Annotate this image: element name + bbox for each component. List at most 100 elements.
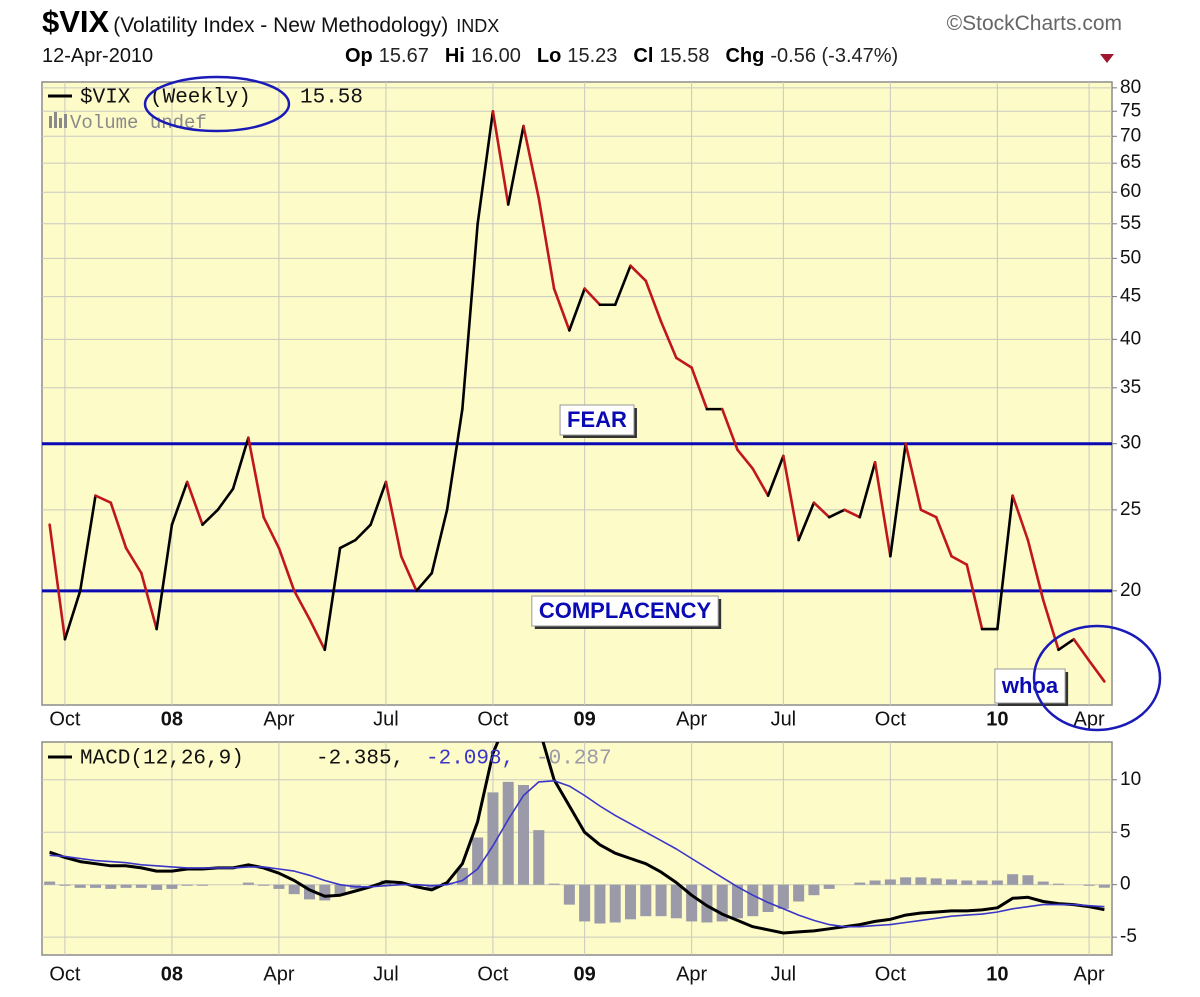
quote-value: 15.67 xyxy=(378,45,429,67)
x-tick-label: Jul xyxy=(373,963,399,985)
price-segment xyxy=(613,264,632,307)
y-tick-label: 50 xyxy=(1120,247,1141,268)
quote-item: Op 15.67 xyxy=(345,45,429,68)
price-segment xyxy=(1041,598,1060,652)
histogram-bar xyxy=(716,884,728,922)
quote-value: 15.23 xyxy=(567,45,618,67)
price-segment xyxy=(277,546,296,593)
price-segment xyxy=(354,523,372,542)
y-tick-label: 35 xyxy=(1120,377,1141,398)
label-box xyxy=(531,595,719,627)
legend-volume: Volume undef xyxy=(70,112,207,134)
y-tick-label: -5 xyxy=(1120,926,1137,947)
price-segment xyxy=(950,554,969,566)
price-segment xyxy=(659,320,678,360)
x-tick-label: 10 xyxy=(986,708,1008,730)
exchange: INDX xyxy=(456,16,500,36)
quote-label: Hi xyxy=(444,45,465,67)
histogram-bar xyxy=(258,884,270,886)
x-tick-label: Oct xyxy=(477,708,509,730)
price-segment xyxy=(583,287,602,307)
histogram-bar xyxy=(334,884,346,896)
price-segment xyxy=(476,109,495,226)
y-tick-label: 40 xyxy=(1120,328,1141,349)
macd-panel xyxy=(41,741,1113,956)
x-tick-label: Apr xyxy=(263,708,294,730)
price-segment xyxy=(1057,637,1076,652)
price-segment xyxy=(751,467,770,497)
price-segment xyxy=(338,538,357,550)
price-segment xyxy=(965,563,984,631)
histogram-bar xyxy=(563,884,575,905)
histogram-bar xyxy=(135,884,147,888)
highlight-circle xyxy=(143,75,291,133)
x-tick-label: Jul xyxy=(771,708,797,730)
histogram-bar xyxy=(808,884,820,896)
y-tick-label: 75 xyxy=(1120,100,1141,121)
quote-item: Hi 16.00 xyxy=(445,45,521,68)
histogram-bar xyxy=(915,877,927,885)
price-segment xyxy=(797,501,816,542)
y-tick-label: 70 xyxy=(1120,125,1141,146)
histogram-bar xyxy=(319,884,331,901)
histogram-bar xyxy=(89,884,102,888)
price-segment xyxy=(262,515,281,550)
price-segment xyxy=(399,554,418,593)
price-segment xyxy=(1087,659,1106,683)
x-tick-label: 08 xyxy=(161,708,183,730)
price-segment xyxy=(736,448,755,471)
histogram-bar xyxy=(166,884,178,889)
macd-legend-value: -2.385, xyxy=(316,748,404,771)
histogram-bar xyxy=(884,879,896,885)
price-segment xyxy=(461,222,479,411)
reference-label: COMPLACENCY xyxy=(539,598,712,623)
price-segment xyxy=(537,197,556,290)
histogram-bar xyxy=(242,882,254,885)
y-tick-label: 10 xyxy=(1120,769,1141,790)
histogram-bar xyxy=(548,883,560,885)
price-segment xyxy=(201,508,220,526)
histogram-bar xyxy=(74,884,86,888)
macd-title: MACD(12,26,9) xyxy=(80,748,244,771)
histogram-bar xyxy=(762,884,774,912)
x-tick-label: Apr xyxy=(1074,708,1105,730)
y-tick-label: 80 xyxy=(1120,77,1141,98)
y-tick-label: 20 xyxy=(1120,580,1141,601)
price-segment xyxy=(124,546,143,575)
price-segment xyxy=(827,508,846,519)
price-segment xyxy=(996,494,1014,631)
x-tick-label: Apr xyxy=(676,963,707,985)
price-segment xyxy=(873,461,892,558)
price-segment xyxy=(369,480,388,526)
price-segment xyxy=(934,515,953,558)
index-name: (Volatility Index - New Methodology) xyxy=(113,14,449,37)
histogram-bar xyxy=(1037,881,1049,885)
x-tick-label: Oct xyxy=(49,708,81,730)
price-segment xyxy=(1026,538,1045,602)
price-segment xyxy=(415,571,434,593)
histogram-bar xyxy=(655,884,667,917)
quote-item: Lo 15.23 xyxy=(537,45,618,68)
annotation: whoa xyxy=(1001,673,1059,698)
price-segment xyxy=(63,589,82,641)
volume-icon xyxy=(49,112,67,128)
price-segment xyxy=(675,356,693,369)
legend-last: 15.58 xyxy=(300,87,363,110)
source: ©StockCharts.com xyxy=(946,12,1122,35)
x-tick-label: 10 xyxy=(986,963,1008,985)
histogram-bar xyxy=(670,884,682,919)
x-tick-label: Oct xyxy=(49,963,81,985)
price-segment xyxy=(904,442,923,512)
price-segment xyxy=(231,436,250,491)
histogram-bar xyxy=(793,884,805,902)
price-segment xyxy=(292,589,311,621)
histogram-bar xyxy=(640,884,652,917)
price-segment xyxy=(812,501,831,519)
histogram-bar xyxy=(823,884,835,889)
histogram-bar xyxy=(747,884,759,917)
x-tick-label: Oct xyxy=(477,963,509,985)
price-segment xyxy=(155,523,174,631)
price-segment xyxy=(247,436,265,519)
label-box xyxy=(994,668,1066,704)
